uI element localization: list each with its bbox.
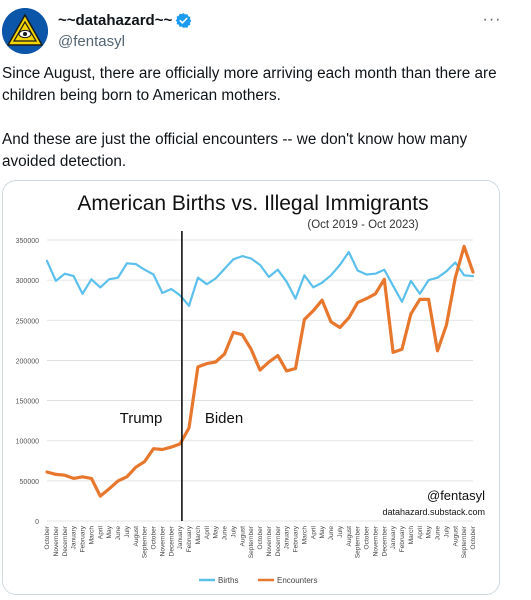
hazard-logo: [2, 8, 48, 54]
x-tick-label: January: [177, 525, 184, 549]
x-tick-label: February: [186, 525, 193, 552]
x-tick-label: September: [142, 525, 149, 558]
tweet-text: Since August, there are officially more …: [2, 63, 522, 173]
x-tick-label: February: [293, 525, 300, 552]
x-tick-label: September: [461, 525, 468, 558]
series-line-encounters: [45, 244, 475, 498]
chart: American Births vs. Illegal Immigrants (…: [16, 192, 485, 585]
tweet-paragraph: Since August, there are officially more …: [2, 65, 497, 104]
tweet-header: ~~datahazard~~ @fentasyl ···: [0, 0, 531, 60]
x-tick-label: August: [239, 526, 246, 547]
x-tick-label: August: [346, 526, 353, 547]
x-tick-label: April: [417, 525, 424, 539]
y-tick-label: 250000: [16, 318, 39, 325]
x-tick-label: October: [44, 525, 51, 549]
x-tick-label: November: [53, 525, 60, 556]
x-tick-label: July: [443, 525, 450, 537]
x-tick-label: October: [364, 525, 371, 549]
display-name[interactable]: ~~datahazard~~: [58, 12, 192, 29]
chart-title: American Births vs. Illegal Immigrants: [77, 192, 428, 215]
x-tick-label: June: [222, 526, 229, 541]
x-tick-label: January: [71, 525, 78, 549]
legend-label-births: Births: [218, 576, 238, 585]
x-tick-label: March: [88, 526, 95, 545]
x-tick-label: August: [133, 526, 140, 547]
x-tick-label: November: [372, 525, 379, 556]
x-tick-label: October: [257, 525, 264, 549]
x-tick-label: October: [470, 525, 477, 549]
y-tick-label: 150000: [16, 399, 39, 406]
x-tick-label: August: [452, 526, 459, 547]
x-tick-label: June: [115, 526, 122, 541]
handle[interactable]: @fentasyl: [58, 33, 125, 50]
x-tick-label: September: [248, 525, 255, 558]
x-tick-label: September: [355, 525, 362, 558]
x-tick-label: March: [301, 526, 308, 545]
y-tick-label: 350000: [16, 238, 39, 245]
y-tick-label: 200000: [16, 358, 39, 365]
annotation-trump: Trump: [120, 410, 163, 427]
watermark-site: datahazard.substack.com: [382, 507, 485, 517]
x-tick-label: November: [266, 525, 273, 556]
x-tick-label: October: [151, 525, 158, 549]
x-tick-label: June: [328, 526, 335, 541]
tweet-paragraph: And these are just the official encounte…: [2, 131, 468, 170]
x-tick-label: May: [213, 525, 220, 538]
display-name-text[interactable]: ~~datahazard~~: [58, 12, 173, 29]
x-tick-label: June: [435, 526, 442, 541]
x-tick-label: February: [399, 525, 406, 552]
more-options-icon[interactable]: ···: [482, 11, 502, 28]
x-tick-label: March: [195, 526, 202, 545]
verified-badge-icon: [175, 13, 192, 28]
annotation-biden: Biden: [205, 410, 243, 427]
series-line-births: [45, 250, 475, 307]
y-tick-label: 0: [35, 519, 39, 526]
x-tick-label: January: [390, 525, 397, 549]
legend-label-encounters: Encounters: [277, 576, 317, 585]
x-tick-label: January: [284, 525, 291, 549]
x-tick-label: December: [62, 525, 69, 556]
avatar[interactable]: [2, 8, 48, 54]
x-tick-label: March: [408, 526, 415, 545]
watermark-handle: @fentasyl: [427, 488, 485, 503]
y-tick-label: 50000: [20, 479, 40, 486]
x-tick-label: May: [319, 525, 326, 538]
x-tick-label: December: [168, 525, 175, 556]
x-tick-label: July: [230, 525, 237, 537]
x-tick-label: December: [275, 525, 282, 556]
y-tick-label: 300000: [16, 278, 39, 285]
x-tick-label: July: [337, 525, 344, 537]
chart-subtitle: (Oct 2019 - Oct 2023): [307, 219, 418, 231]
x-tick-label: April: [204, 525, 211, 539]
x-tick-label: November: [159, 525, 166, 556]
tweet-media-image[interactable]: American Births vs. Illegal Immigrants (…: [2, 180, 500, 595]
x-tick-label: February: [80, 525, 87, 552]
x-tick-label: April: [97, 525, 104, 539]
x-tick-label: April: [310, 525, 317, 539]
x-tick-label: May: [106, 525, 113, 538]
x-tick-label: July: [124, 525, 131, 537]
x-tick-label: May: [426, 525, 433, 538]
y-tick-label: 100000: [16, 439, 39, 446]
x-tick-label: December: [381, 525, 388, 556]
